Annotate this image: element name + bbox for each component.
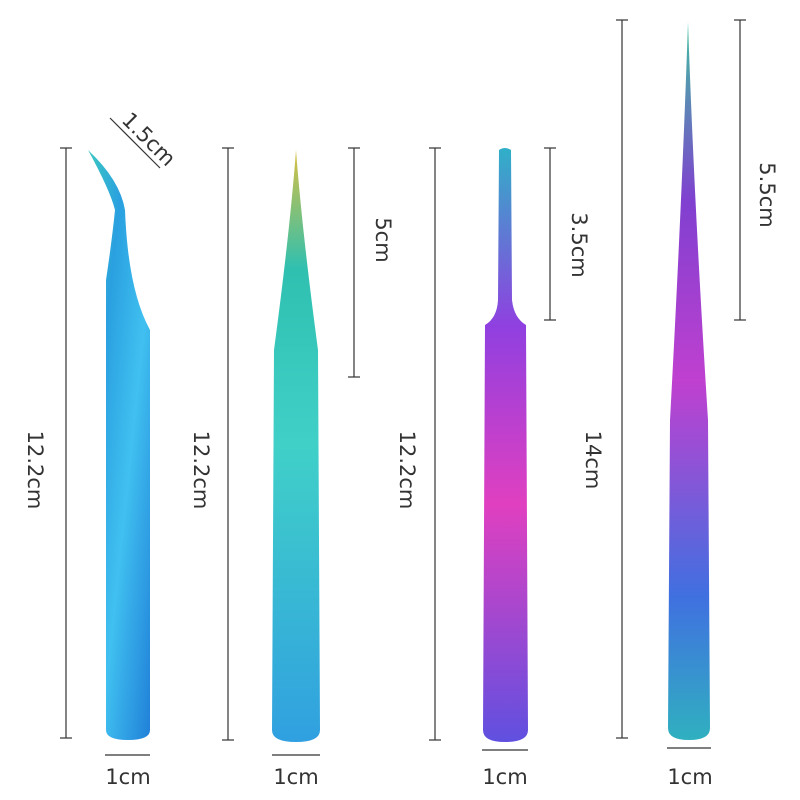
tweezer-body	[483, 148, 528, 742]
width-label: 1cm	[667, 765, 712, 789]
tweezer-body	[272, 150, 320, 742]
tweezer-body	[88, 150, 150, 740]
tweezer-body	[668, 22, 710, 740]
tweezer-2: 12.2cm 5cm 1cm	[189, 147, 395, 789]
length-label: 14cm	[581, 431, 605, 490]
length-label: 12.2cm	[23, 431, 47, 510]
width-label: 1cm	[105, 765, 150, 789]
length-label: 12.2cm	[395, 431, 419, 510]
tweezer-4: 14cm 5.5cm 1cm	[581, 19, 779, 789]
tweezer-3: 12.2cm 3.5cm 1cm	[395, 147, 591, 789]
tweezer-1: 12.2cm 1.5cm 1cm	[23, 108, 180, 789]
width-label: 1cm	[273, 765, 318, 789]
tip-label: 5cm	[371, 217, 395, 262]
dim-line	[109, 117, 161, 169]
tip-label: 5.5cm	[755, 162, 779, 227]
length-label: 12.2cm	[189, 431, 213, 510]
width-label: 1cm	[482, 765, 527, 789]
tip-label: 1.5cm	[117, 108, 180, 171]
tip-label: 3.5cm	[567, 212, 591, 277]
